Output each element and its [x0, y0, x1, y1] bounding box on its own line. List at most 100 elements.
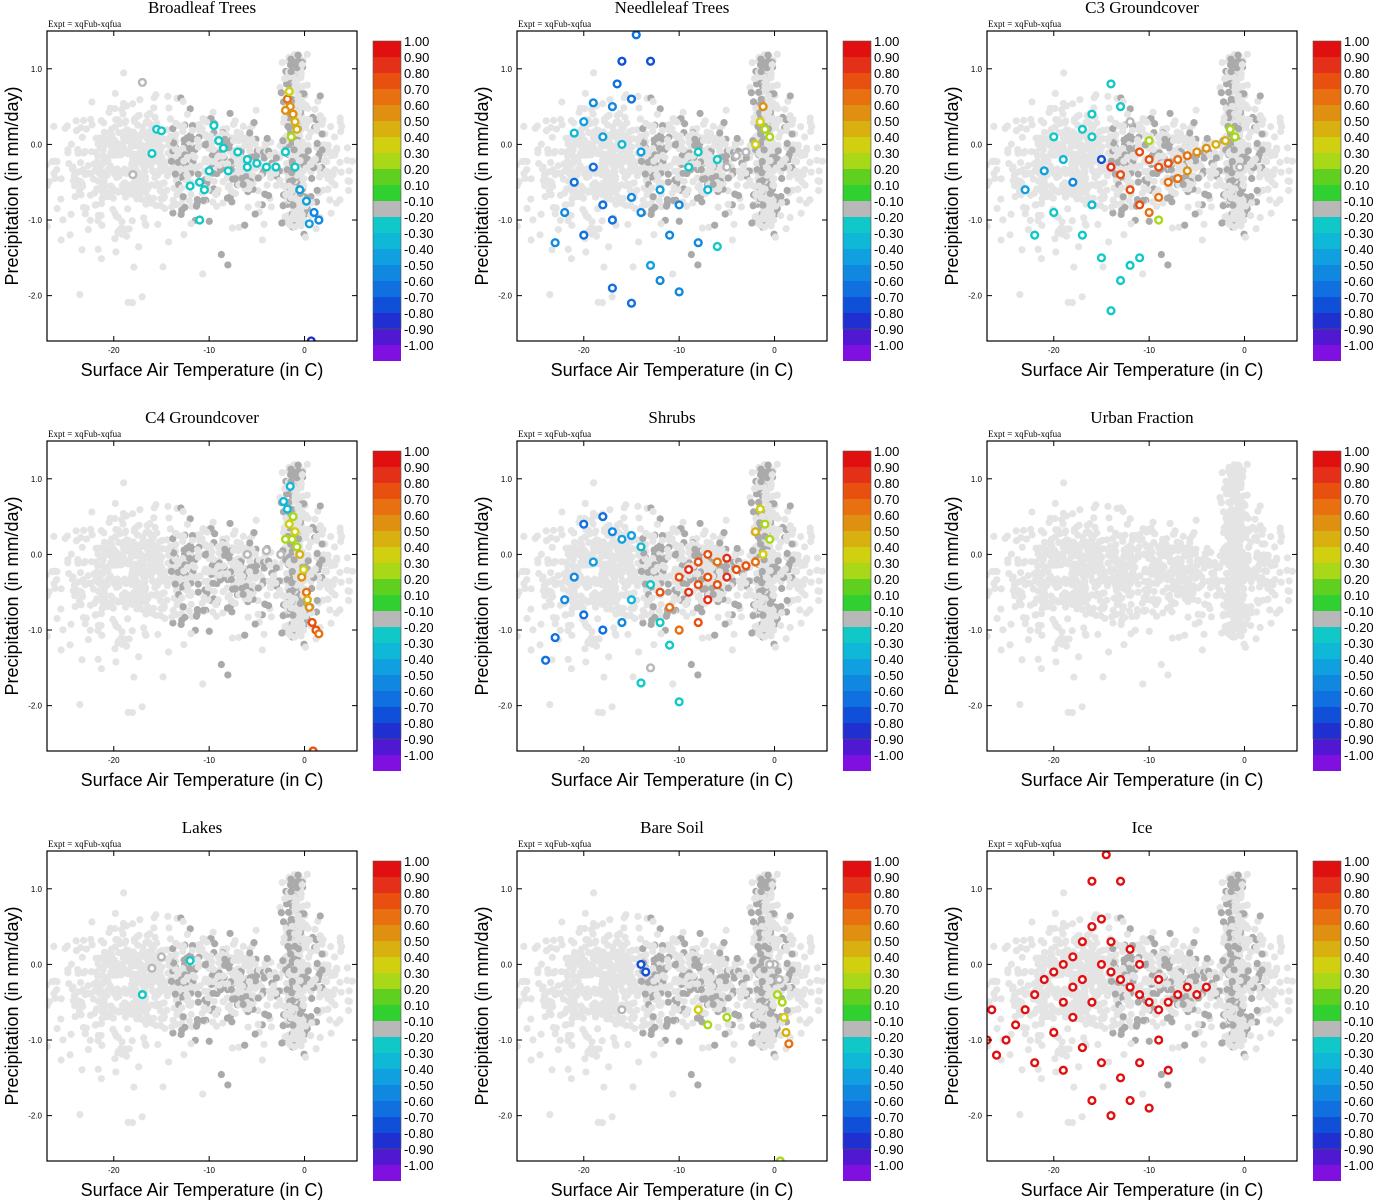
background-point: [1207, 203, 1215, 211]
background-point: [343, 144, 352, 152]
background-point: [1200, 220, 1208, 228]
neutral-point: [289, 201, 297, 209]
background-point: [570, 141, 578, 149]
neutral-point: [656, 105, 664, 113]
background-point: [770, 120, 778, 128]
neutral-point: [293, 64, 301, 72]
neutral-point: [261, 190, 270, 199]
background-point: [172, 529, 180, 537]
highlight-point: [223, 166, 233, 176]
background-point: [546, 158, 555, 167]
background-point: [296, 157, 304, 165]
background-point: [297, 222, 305, 230]
background-point: [1037, 200, 1046, 208]
highlight-point: [1106, 79, 1116, 89]
highlight-point: [607, 102, 617, 112]
background-point: [605, 243, 613, 251]
background-point: [766, 157, 774, 165]
neutral-point: [783, 186, 791, 195]
expt-label: Expt = xqFub-xqfua: [518, 19, 591, 29]
neutral-point: [679, 169, 687, 177]
neutral-point: [290, 146, 298, 154]
background-point: [716, 165, 724, 173]
background-point: [204, 158, 212, 166]
colorbar-swatch: [1313, 121, 1341, 137]
background-point: [537, 210, 545, 218]
background-point: [262, 140, 270, 148]
background-point: [345, 167, 353, 175]
colorbar-swatch: [373, 217, 401, 233]
neutral-point: [649, 193, 657, 201]
background-point: [1270, 133, 1279, 141]
neutral-point: [716, 129, 724, 137]
background-point: [681, 189, 689, 198]
background-point: [575, 108, 583, 116]
neutral-point: [167, 567, 176, 575]
background-point: [209, 518, 217, 526]
neutral-point: [1201, 190, 1210, 199]
background-point: [135, 243, 143, 251]
neutral-point: [1161, 135, 1169, 143]
neutral-point: [1109, 139, 1118, 147]
background-point: [81, 210, 89, 218]
background-point: [742, 181, 750, 190]
background-point: [179, 97, 187, 106]
colorbar-label: 0.50: [404, 114, 429, 129]
plot-frame: [516, 30, 828, 342]
background-point: [585, 172, 593, 180]
highlight-point: [765, 132, 775, 142]
background-point: [1125, 197, 1133, 205]
neutral-point: [664, 178, 672, 186]
colorbar-swatch: [1313, 169, 1341, 185]
background-point: [183, 153, 191, 162]
background-point: [814, 177, 822, 185]
background-point: [281, 213, 289, 221]
y-tick-label: 0.0: [31, 140, 43, 149]
colorbar-swatch: [373, 169, 401, 185]
background-point: [97, 527, 105, 535]
colorbar-label: -0.10: [874, 194, 904, 209]
neutral-point: [1253, 186, 1261, 195]
colorbar-swatch: [1313, 329, 1341, 345]
background-point: [739, 162, 748, 170]
background-point: [1149, 108, 1157, 116]
background-point: [752, 104, 760, 112]
background-point: [1009, 177, 1017, 185]
background-point: [166, 115, 174, 123]
background-point: [138, 554, 146, 562]
background-point: [629, 263, 637, 271]
highlight-point: [755, 117, 765, 127]
background-point: [179, 122, 188, 130]
colorbar-swatch: [843, 121, 871, 137]
background-point: [144, 603, 152, 611]
background-point: [139, 156, 147, 164]
background-point: [1011, 192, 1019, 201]
panel-title: C4 Groundcover: [145, 408, 259, 427]
background-point: [98, 160, 106, 168]
colorbar-label: -0.40: [404, 242, 434, 257]
highlight-point: [284, 86, 294, 97]
background-point: [634, 92, 642, 100]
neutral-point: [1125, 144, 1134, 153]
background-point: [1019, 166, 1027, 174]
neutral-point: [758, 177, 766, 185]
background-point: [111, 89, 119, 98]
background-point: [198, 599, 206, 607]
neutral-point: [1247, 192, 1255, 201]
neutral-point: [1227, 67, 1235, 76]
colorbar-label: -0.40: [1344, 242, 1373, 257]
background-point: [298, 210, 306, 219]
background-point: [792, 167, 800, 175]
background-point: [1048, 151, 1056, 159]
background-point: [1123, 153, 1131, 162]
background-point: [1045, 189, 1054, 197]
background-point: [1115, 147, 1124, 156]
neutral-point: [313, 186, 321, 195]
background-point: [330, 133, 339, 141]
background-point: [1060, 69, 1068, 77]
background-point: [653, 171, 661, 179]
background-point: [223, 584, 231, 592]
highlight-point: [1125, 260, 1135, 270]
background-point: [608, 144, 616, 152]
background-point: [1233, 196, 1241, 204]
